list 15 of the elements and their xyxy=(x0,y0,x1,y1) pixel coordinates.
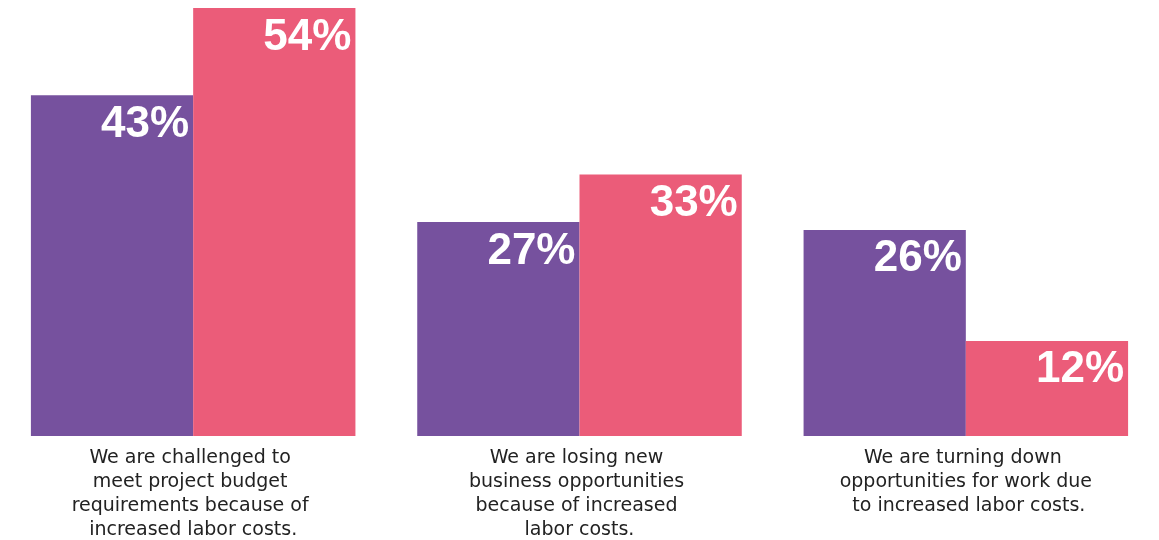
data-label: 26% xyxy=(873,231,962,281)
bar xyxy=(579,174,742,436)
bar xyxy=(30,95,194,436)
bar xyxy=(417,222,580,436)
x-tick-label: We are challenged to meet project budget requirements because of increased labor costs. xyxy=(71,445,315,539)
x-tick-label: We are turning down opportunities for work due to increased labor costs. xyxy=(839,445,1092,515)
bar xyxy=(803,229,966,436)
bar xyxy=(965,340,1129,436)
data-label: 33% xyxy=(649,175,738,225)
data-label: 12% xyxy=(1036,342,1125,392)
data-label: 27% xyxy=(487,223,576,273)
data-label: 43% xyxy=(101,96,190,146)
bar xyxy=(193,8,356,436)
data-label: 54% xyxy=(263,9,352,59)
x-tick-label: We are losing new business opportunities because of increased labor costs. xyxy=(468,445,691,539)
